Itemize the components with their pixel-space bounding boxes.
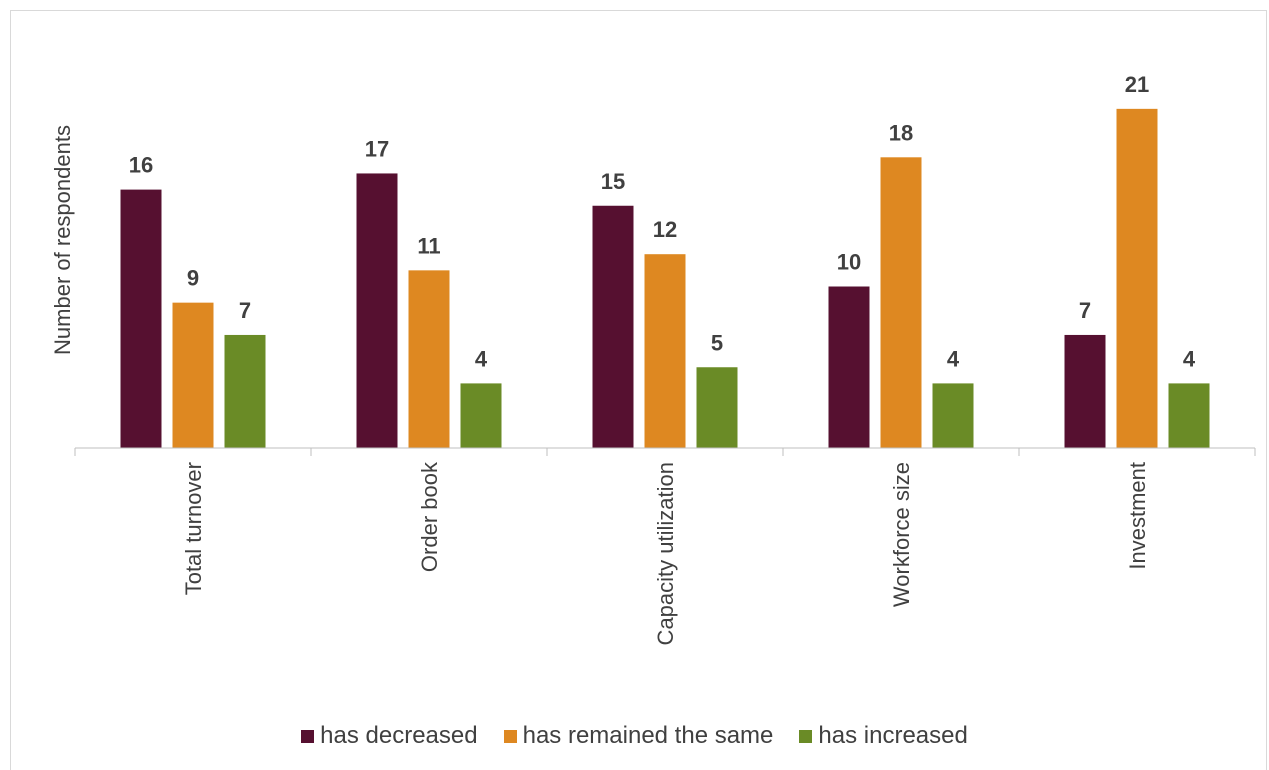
legend-label: has decreased bbox=[320, 722, 478, 749]
category-labels-group: Total turnover Order book Capacity utiliza… bbox=[181, 461, 1150, 645]
legend-item: has remained the same bbox=[503, 722, 774, 750]
bar bbox=[1116, 108, 1158, 448]
data-label: 18 bbox=[889, 120, 913, 145]
y-axis-title-group: Number of respondents bbox=[50, 125, 75, 355]
data-label: 12 bbox=[653, 217, 677, 242]
data-label: 4 bbox=[947, 346, 960, 371]
bar bbox=[224, 334, 266, 448]
legend-swatch bbox=[503, 729, 517, 743]
legend-swatch bbox=[799, 729, 813, 743]
bar bbox=[408, 270, 450, 448]
category-label: Investment bbox=[1125, 462, 1150, 570]
bar bbox=[1064, 334, 1106, 448]
legend-label: has remained the same bbox=[522, 722, 774, 749]
legend: has decreased has remained the same has in… bbox=[0, 718, 1269, 754]
category-label: Order book bbox=[417, 461, 442, 572]
bar bbox=[356, 173, 398, 448]
value-labels-group: 16 9 7 17 11 4 15 12 5 10 18 4 7 21 4 bbox=[129, 72, 1196, 372]
bar bbox=[644, 254, 686, 448]
bar bbox=[120, 189, 162, 448]
bar bbox=[932, 383, 974, 448]
data-label: 11 bbox=[417, 233, 440, 258]
chart-frame bbox=[10, 10, 1267, 770]
data-label: 10 bbox=[837, 250, 861, 275]
category-label: Workforce size bbox=[889, 462, 914, 607]
bar bbox=[828, 286, 870, 448]
data-label: 4 bbox=[1183, 346, 1196, 371]
legend-swatch bbox=[301, 729, 315, 743]
data-label: 7 bbox=[1079, 298, 1091, 323]
data-label: 15 bbox=[601, 169, 625, 194]
bar bbox=[880, 157, 922, 449]
category-label: Capacity utilization bbox=[653, 462, 678, 645]
data-label: 9 bbox=[187, 266, 199, 291]
data-label: 21 bbox=[1125, 72, 1149, 97]
legend-item: has decreased bbox=[301, 722, 478, 750]
legend-label: has increased bbox=[818, 722, 968, 749]
data-label: 16 bbox=[129, 153, 153, 178]
category-label: Total turnover bbox=[181, 462, 206, 595]
x-axis bbox=[74, 447, 1256, 456]
bars-group bbox=[120, 108, 1210, 449]
data-label: 17 bbox=[365, 136, 389, 161]
bar bbox=[172, 302, 214, 448]
data-label: 5 bbox=[711, 330, 723, 355]
data-label: 7 bbox=[239, 298, 251, 323]
legend-item: has increased bbox=[799, 722, 968, 750]
bar bbox=[592, 205, 634, 448]
data-label: 4 bbox=[475, 346, 488, 371]
y-axis-title: Number of respondents bbox=[50, 125, 75, 355]
bar bbox=[460, 383, 502, 448]
bar bbox=[696, 367, 738, 448]
bar bbox=[1168, 383, 1210, 448]
